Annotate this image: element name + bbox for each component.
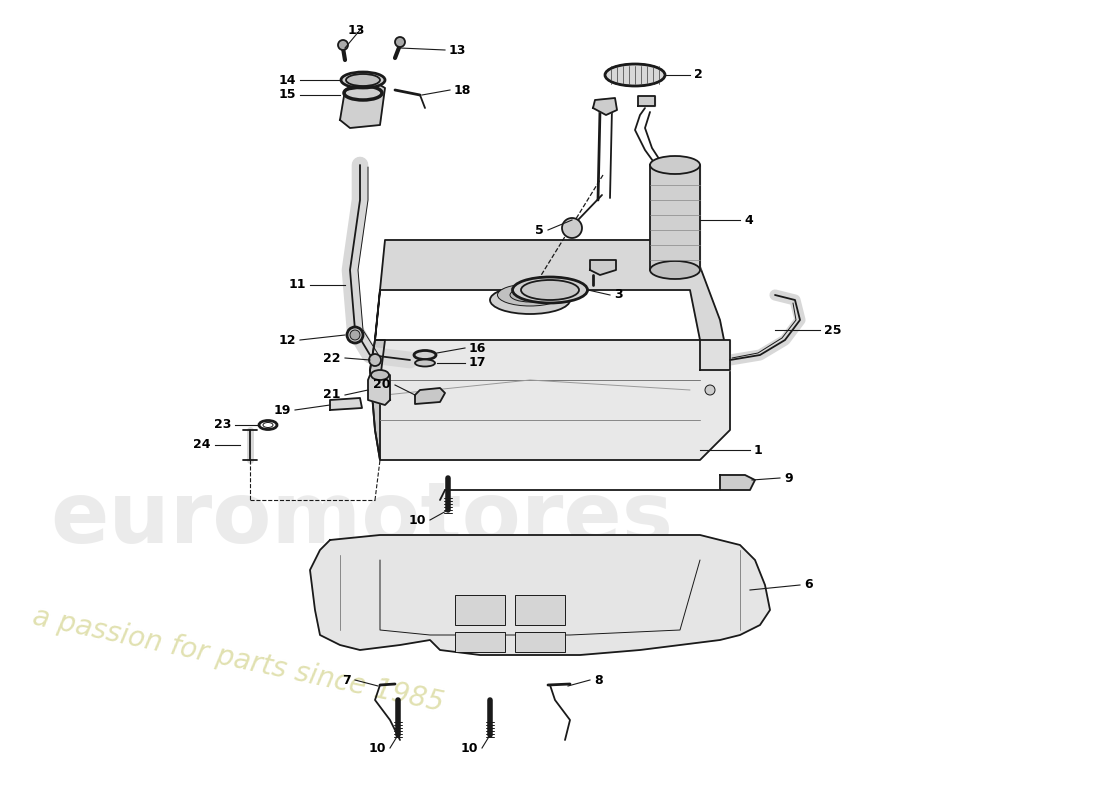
Circle shape	[705, 385, 715, 395]
Circle shape	[368, 354, 381, 366]
Polygon shape	[415, 388, 446, 404]
Bar	[515, 632, 565, 652]
Text: 10: 10	[408, 514, 426, 526]
Ellipse shape	[513, 277, 587, 303]
Ellipse shape	[497, 284, 562, 306]
Text: 24: 24	[194, 438, 211, 451]
Bar	[515, 595, 565, 625]
Text: 25: 25	[824, 323, 842, 337]
Polygon shape	[720, 475, 755, 490]
Polygon shape	[310, 535, 770, 655]
Circle shape	[395, 37, 405, 47]
Bar	[455, 595, 505, 625]
Bar	[455, 632, 505, 652]
Text: 17: 17	[469, 357, 486, 370]
Text: 1: 1	[754, 443, 762, 457]
Text: 5: 5	[536, 223, 544, 237]
Ellipse shape	[521, 280, 579, 300]
Circle shape	[562, 218, 582, 238]
Polygon shape	[638, 96, 654, 106]
Polygon shape	[590, 260, 616, 275]
Text: 10: 10	[461, 742, 478, 754]
Text: 19: 19	[274, 403, 292, 417]
Text: 9: 9	[784, 471, 793, 485]
Ellipse shape	[510, 288, 550, 302]
Polygon shape	[340, 85, 385, 128]
Ellipse shape	[371, 370, 389, 380]
Ellipse shape	[650, 156, 700, 174]
Text: 21: 21	[323, 389, 341, 402]
Ellipse shape	[490, 286, 570, 314]
Text: 8: 8	[594, 674, 603, 686]
Polygon shape	[650, 165, 700, 270]
Circle shape	[346, 327, 363, 343]
Text: 20: 20	[374, 378, 390, 391]
Circle shape	[338, 40, 348, 50]
Text: 3: 3	[614, 289, 623, 302]
Text: 13: 13	[449, 43, 466, 57]
Polygon shape	[368, 375, 390, 405]
Text: 18: 18	[454, 83, 472, 97]
Ellipse shape	[346, 74, 380, 86]
Polygon shape	[330, 398, 362, 410]
Polygon shape	[700, 340, 730, 370]
Text: 16: 16	[469, 342, 486, 354]
Ellipse shape	[650, 261, 700, 279]
Text: 13: 13	[348, 23, 365, 37]
Polygon shape	[593, 98, 617, 115]
Ellipse shape	[341, 72, 385, 88]
Text: a passion for parts since 1985: a passion for parts since 1985	[30, 602, 447, 718]
Polygon shape	[370, 340, 385, 460]
Text: 7: 7	[342, 674, 351, 686]
Text: 6: 6	[804, 578, 813, 591]
Text: 11: 11	[288, 278, 306, 291]
Ellipse shape	[414, 350, 436, 359]
Polygon shape	[370, 340, 730, 460]
Text: 22: 22	[323, 351, 341, 365]
Circle shape	[350, 330, 360, 340]
Ellipse shape	[605, 64, 665, 86]
Text: 15: 15	[278, 89, 296, 102]
Text: 4: 4	[744, 214, 752, 226]
Text: 12: 12	[278, 334, 296, 346]
Text: 2: 2	[694, 69, 703, 82]
Ellipse shape	[415, 359, 434, 366]
Text: 23: 23	[213, 418, 231, 431]
Text: 14: 14	[278, 74, 296, 86]
Text: euromotores: euromotores	[50, 478, 673, 562]
Text: 10: 10	[368, 742, 386, 754]
Polygon shape	[375, 240, 730, 370]
